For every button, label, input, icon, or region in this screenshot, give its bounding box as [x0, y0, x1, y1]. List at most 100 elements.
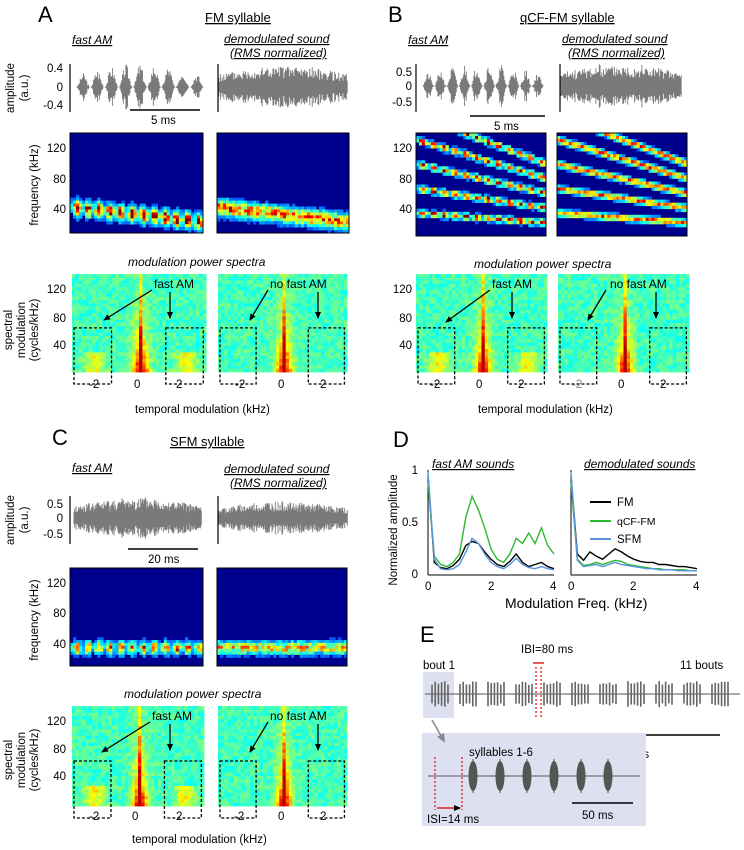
amp-tick-top: 0.4	[47, 63, 64, 75]
mps-ytick-40: 40	[399, 340, 412, 352]
mps-ytick-80: 80	[53, 313, 66, 325]
spectrogram-demodulated	[216, 132, 350, 234]
mps-xtick-neg2-right: -2	[572, 379, 582, 391]
d-xlabel: Modulation Freq. (kHz)	[505, 595, 647, 611]
mps-xtick-neg2-right: -2	[235, 379, 245, 391]
amp-tick-top: 0.5	[47, 499, 63, 511]
mps-ylabel-3: (cycles/kHz)	[29, 299, 41, 362]
freq-tick-120: 120	[47, 143, 66, 155]
mps-ytick-80: 80	[53, 744, 66, 756]
d-plot-fast-am	[427, 470, 555, 576]
short-scale-label: 50 ms	[582, 810, 614, 822]
waveform-fast-am	[422, 65, 544, 107]
panel-title: qCF-FM syllable	[520, 10, 615, 25]
ibi-label: IBI=80 ms	[521, 644, 573, 656]
waveform-demodulated	[559, 64, 682, 108]
spectrogram-demodulated	[216, 567, 348, 667]
right-column-label-1: demodulated sound	[224, 32, 330, 46]
mps-xtick-0: 0	[476, 379, 482, 391]
freq-tick-40: 40	[53, 204, 66, 216]
mps-xtick-2-right: 2	[320, 379, 326, 391]
mps-ytick-80: 80	[399, 313, 412, 325]
panel-b: B qCF-FM syllable fast AM demodulated so…	[388, 2, 690, 416]
spectrogram-fast-am	[415, 132, 547, 237]
spectrogram-demodulated	[556, 132, 688, 237]
mps-title: modulation power spectra	[474, 257, 612, 271]
legend-label-qcffm: qCF-FM	[617, 516, 656, 528]
mps-xtick-0: 0	[134, 379, 140, 391]
waveform-fast-am	[76, 64, 204, 110]
left-column-label: fast AM	[72, 461, 112, 475]
bout-label: bout 1	[423, 660, 455, 672]
panel-a: A FM syllable fast AM demodulated sound …	[3, 2, 350, 416]
freq-tick-80: 80	[53, 608, 66, 620]
d-xtick-0-left: 0	[425, 581, 431, 593]
legend-label-sfm: SFM	[617, 534, 641, 546]
d-right-title: demodulated sounds	[584, 457, 695, 471]
freq-ylabel: frequency (kHz)	[29, 579, 41, 660]
mps-ytick-120: 120	[393, 284, 412, 296]
mps-ylabel-3: (cycles/kHz)	[29, 729, 41, 792]
panel-title: SFM syllable	[170, 434, 244, 449]
d-left-title: fast AM sounds	[432, 457, 514, 471]
d-xtick-2-right: 2	[630, 581, 636, 593]
annotation-fast-am: fast AM	[152, 709, 192, 723]
freq-ylabel: frequency (kHz)	[29, 144, 41, 225]
mps-ytick-120: 120	[47, 284, 66, 296]
mps-xtick-2: 2	[518, 379, 524, 391]
d-ylabel: Normalized amplitude	[388, 474, 400, 585]
syllable-train	[468, 759, 613, 793]
amp-tick-mid: 0	[406, 81, 412, 93]
mps-ylabel-2: modulation	[16, 732, 28, 788]
mps-fast-am	[72, 706, 205, 819]
d-ytick-0: 0	[412, 569, 418, 581]
mps-xtick-neg2: -2	[89, 811, 99, 823]
d-legend: FM qCF-FM SFM	[590, 497, 656, 546]
d-xtick-4-right: 4	[693, 581, 700, 593]
mps-ytick-120: 120	[47, 716, 66, 728]
mps-demodulated	[218, 274, 348, 385]
waveform-demodulated	[217, 501, 348, 535]
mps-demodulated	[218, 706, 348, 819]
panel-letter: E	[420, 622, 435, 647]
time-scale-label: 5 ms	[494, 121, 519, 133]
panel-letter: B	[388, 2, 403, 27]
legend-label-fm: FM	[617, 497, 634, 509]
mps-xtick-neg2: -2	[89, 379, 99, 391]
series-line-fm	[570, 475, 698, 570]
mps-xtick-neg2: -2	[430, 379, 440, 391]
panel-d: D Normalized amplitude fast AM sounds de…	[388, 427, 700, 611]
amp-ylabel-1: amplitude	[5, 63, 17, 113]
mps-ylabel-1: spectral	[3, 310, 15, 350]
annotation-no-fast-am: no fast AM	[610, 277, 667, 291]
mps-xtick-0: 0	[132, 811, 138, 823]
mps-xtick-2: 2	[176, 811, 182, 823]
panel-c: C SFM syllable fast AM demodulated sound…	[3, 425, 348, 846]
left-column-label: fast AM	[72, 33, 112, 47]
mps-xlabel: temporal modulation (kHz)	[478, 404, 613, 416]
annotation-no-fast-am: no fast AM	[270, 709, 327, 723]
mps-xtick-0-right: 0	[618, 379, 624, 391]
amp-tick-mid: 0	[57, 513, 63, 525]
time-scale-label: 5 ms	[151, 115, 176, 127]
d-xtick-2-left: 2	[488, 581, 494, 593]
series-line-qcffm	[427, 482, 555, 568]
bouts-count-label: 11 bouts	[680, 660, 724, 672]
amp-tick-bot: -0.5	[392, 97, 412, 109]
series-line-sfm	[427, 472, 555, 571]
mps-fast-am	[72, 274, 207, 385]
freq-tick-120: 120	[47, 578, 66, 590]
mps-ylabel-1: spectral	[3, 740, 15, 780]
d-plot-demodulated	[570, 470, 698, 576]
mps-demodulated	[558, 274, 690, 385]
right-column-label-1: demodulated sound	[562, 32, 668, 46]
mps-xtick-2-right: 2	[660, 379, 666, 391]
series-line-fm	[427, 475, 555, 570]
right-column-label-2: (RMS normalized)	[230, 476, 327, 490]
panel-letter: D	[393, 427, 409, 452]
syllables-label: syllables 1-6	[469, 747, 533, 759]
amp-tick-mid: 0	[57, 82, 63, 94]
d-ytick-1: 1	[412, 465, 418, 477]
series-line-sfm	[570, 472, 697, 572]
